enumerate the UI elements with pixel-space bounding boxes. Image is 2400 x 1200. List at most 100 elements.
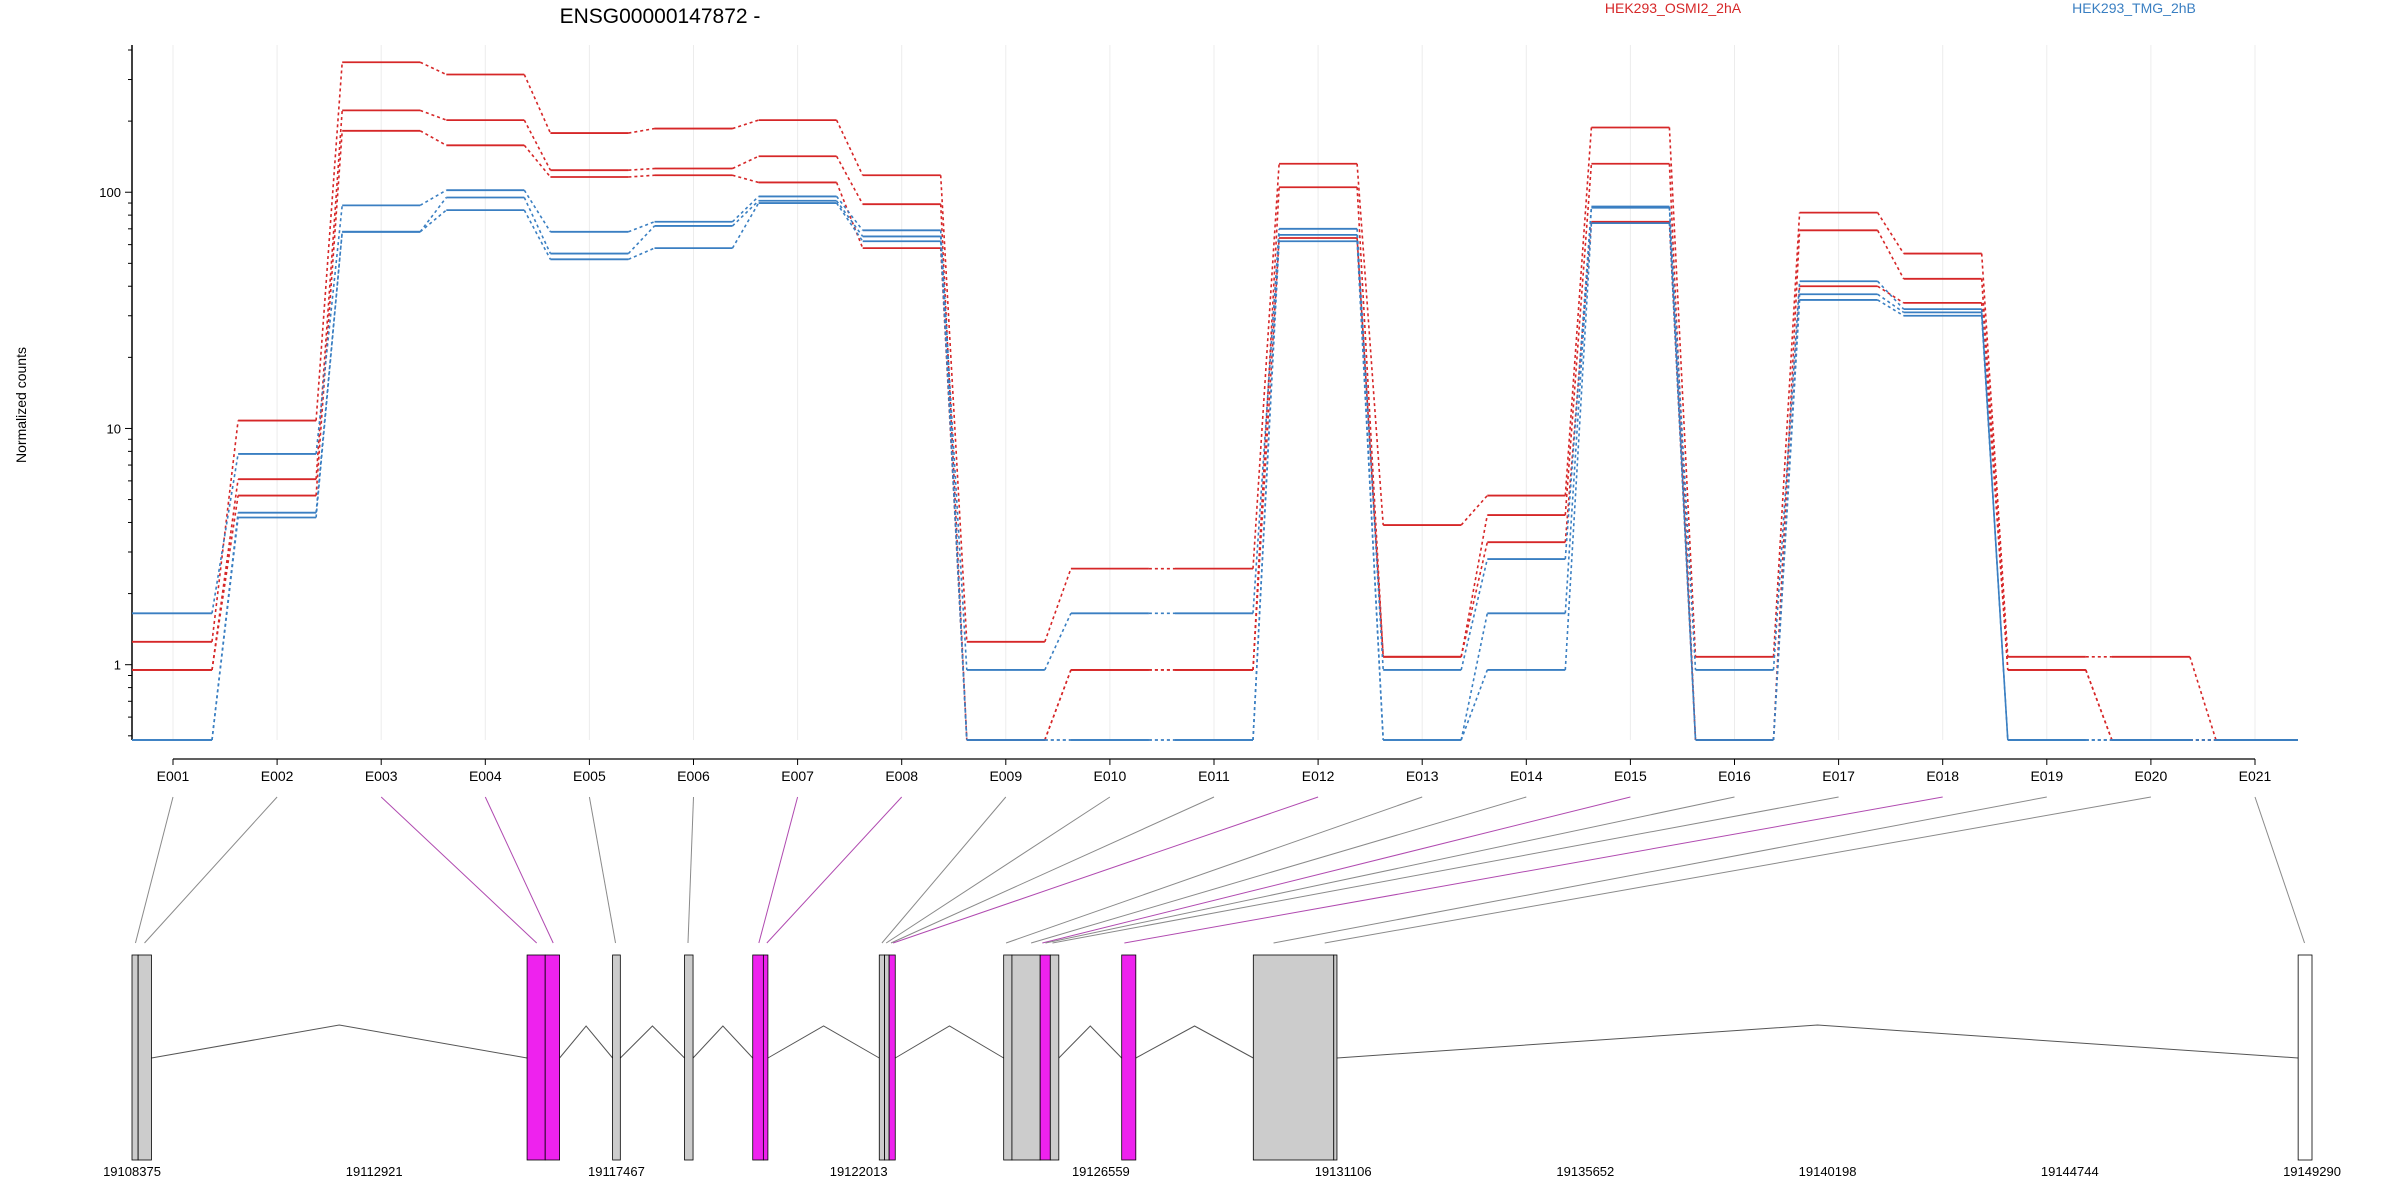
exon-connector	[144, 796, 278, 944]
series-connector	[1044, 669, 1072, 741]
x-tick-label-e010: E010	[1094, 768, 1127, 784]
exon-connector	[1030, 796, 1527, 944]
series-connector	[1044, 612, 1072, 671]
x-tick-label-e011: E011	[1198, 768, 1230, 784]
exon-box	[526, 954, 546, 1161]
series-3	[132, 189, 2298, 741]
series-connector	[1877, 293, 1905, 314]
series-connector	[1877, 299, 1905, 317]
x-tick-label-e005: E005	[573, 768, 606, 784]
legend-item-0: HEK293_OSMI2_2hA	[1605, 0, 1742, 16]
grid	[172, 45, 2256, 740]
series-connector	[1356, 163, 1384, 526]
series-connector	[315, 231, 343, 513]
coordinate-tick-label: 19126559	[1072, 1164, 1130, 1179]
intron-line	[1135, 1025, 1254, 1059]
coordinate-tick-label: 19144744	[2041, 1164, 2099, 1179]
coordinate-tick-label: 19122013	[830, 1164, 888, 1179]
series-connector	[1356, 241, 1384, 741]
intron-line	[767, 1025, 880, 1059]
series-connector	[315, 130, 343, 496]
series-connector	[732, 155, 759, 170]
series-connector	[1356, 187, 1384, 657]
series-connector	[1252, 241, 1280, 741]
exon-box	[2297, 954, 2313, 1161]
exon-connector	[1124, 796, 1943, 944]
series-layer	[132, 61, 2298, 741]
x-tick-label-e008: E008	[885, 768, 918, 784]
series-connector	[1668, 127, 1697, 657]
coordinate-tick-label: 19112921	[346, 1164, 403, 1179]
series-connector	[1460, 669, 1489, 741]
exon-box	[612, 954, 621, 1161]
series-connector	[211, 517, 239, 741]
series-connector	[523, 189, 552, 233]
x-tick-label-e021: E021	[2239, 768, 2272, 784]
exon-box	[1333, 954, 1338, 1161]
series-connector	[523, 144, 552, 178]
series-connector	[1564, 207, 1593, 614]
series-connector	[1876, 212, 1905, 254]
coordinate-tick-label: 19135652	[1556, 1164, 1614, 1179]
series-connector	[1252, 163, 1280, 569]
series-connector	[835, 182, 864, 249]
x-tick-label-e002: E002	[261, 768, 294, 784]
series-connector	[1980, 315, 2009, 741]
series-connector	[1668, 207, 1697, 741]
exon-box	[1252, 954, 1335, 1161]
series-connector	[419, 197, 447, 233]
exon-box	[137, 954, 152, 1161]
x-tick-label-e006: E006	[677, 768, 710, 784]
series-connector	[315, 205, 343, 455]
exon-box	[888, 954, 896, 1161]
series-connector	[1980, 253, 2009, 657]
exon-box	[884, 954, 890, 1161]
series-connector	[835, 202, 864, 242]
series-connector	[939, 175, 968, 642]
series-connector	[1460, 514, 1489, 657]
exon-connector	[890, 796, 1215, 944]
series-connector	[939, 241, 968, 741]
intron-line	[1058, 1025, 1123, 1059]
series-connector	[211, 495, 239, 671]
exon-box	[1121, 954, 1137, 1161]
series-connector	[2085, 669, 2113, 741]
intron-line	[894, 1025, 1004, 1059]
series-connector	[835, 155, 864, 205]
y-axis-label: Normalized counts	[13, 347, 29, 463]
series-connector	[1668, 223, 1697, 741]
intron-line	[692, 1025, 754, 1059]
coordinate-tick-label: 19108375	[103, 1164, 161, 1179]
x-tick-label-e001: E001	[157, 768, 190, 784]
exon-connector	[766, 796, 903, 944]
series-connector	[523, 74, 552, 134]
exon-connector	[758, 796, 799, 944]
x-tick-label-e004: E004	[469, 768, 502, 784]
exon-box	[1011, 954, 1041, 1161]
series-connector	[835, 119, 864, 176]
series-connector	[1772, 281, 1801, 671]
series-connector	[419, 61, 447, 76]
genomic-coordinate-axis: 19108375 19112921 19117467 19122013 19126559…	[103, 1164, 2341, 1179]
series-connector	[211, 420, 239, 642]
x-tick-label-e020: E020	[2135, 768, 2168, 784]
exon-connector	[1042, 796, 1631, 944]
series-connector	[1460, 558, 1489, 671]
series-connector	[1564, 163, 1593, 516]
series-2	[132, 129, 2298, 741]
exon-connector	[885, 796, 1111, 944]
series-connector	[523, 209, 552, 260]
series-connector	[731, 195, 760, 223]
x-axis: E001 E002 E003 E004 E005 E006 E007 E008 E009 E010…	[157, 758, 2272, 784]
series-connector	[835, 200, 864, 237]
series-connector	[628, 127, 655, 134]
exon-connector	[380, 796, 538, 944]
series-connector	[732, 119, 759, 130]
exon-box	[1039, 954, 1051, 1161]
legend: HEK293_OSMI2_2hA HEK293_TMG_2hB	[1605, 0, 2196, 16]
series-connector	[1044, 568, 1072, 643]
exon-connector	[892, 796, 1319, 944]
exon-box	[752, 954, 764, 1161]
series-connector	[628, 167, 655, 171]
